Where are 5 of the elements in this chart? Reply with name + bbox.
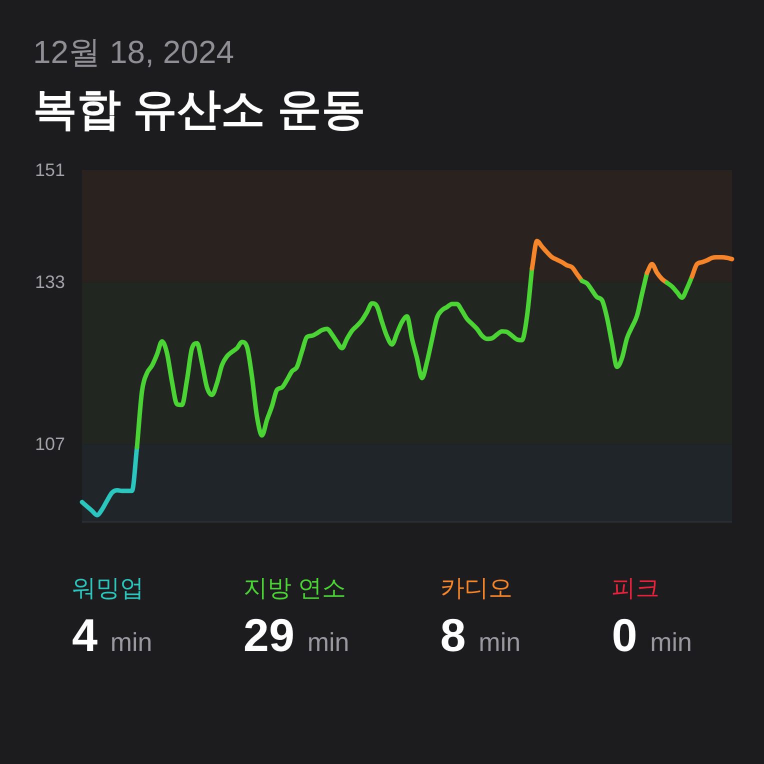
chart-title: 복합 유산소 운동 bbox=[33, 85, 366, 134]
y-tick-label: 107 bbox=[35, 434, 66, 454]
y-tick-label: 133 bbox=[35, 272, 66, 292]
chart-subtitle: 12월 18, 2024 bbox=[33, 34, 234, 70]
y-tick-label: 151 bbox=[35, 160, 66, 180]
